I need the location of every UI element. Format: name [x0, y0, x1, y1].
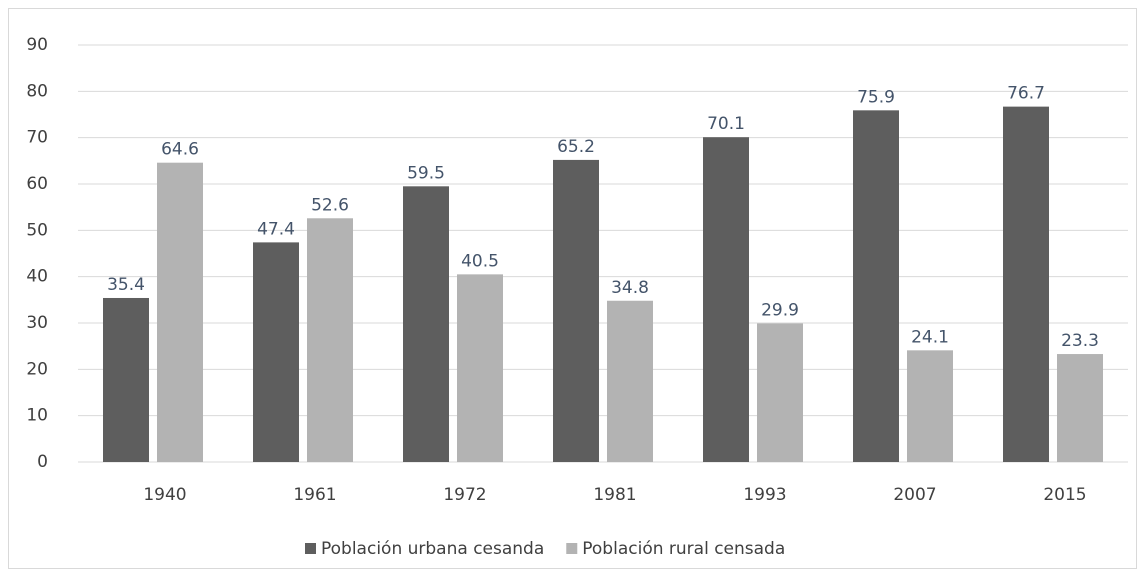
value-label: 47.4	[257, 219, 295, 239]
x-tick-label: 1972	[443, 485, 486, 505]
x-tick-label: 2015	[1043, 485, 1086, 505]
y-tick-label: 60	[26, 174, 48, 194]
y-tick-label: 50	[26, 220, 48, 240]
value-label: 52.6	[311, 195, 349, 215]
y-tick-label: 0	[37, 452, 48, 472]
value-label: 75.9	[857, 87, 895, 107]
value-label: 70.1	[707, 114, 745, 134]
bar	[457, 274, 503, 462]
x-tick-label: 1940	[143, 485, 186, 505]
bar	[403, 186, 449, 463]
legend-label: Población rural censada	[582, 539, 785, 559]
bar	[157, 162, 203, 463]
x-tick-label: 1993	[743, 485, 786, 505]
y-tick-label: 20	[26, 359, 48, 379]
bar	[853, 110, 899, 462]
y-tick-label: 80	[26, 81, 48, 101]
bar	[253, 242, 299, 462]
bar	[703, 137, 749, 462]
x-tick-label: 1981	[593, 485, 636, 505]
value-label: 59.5	[407, 163, 445, 183]
y-tick-label: 90	[26, 35, 48, 55]
value-label: 35.4	[107, 275, 145, 295]
bar	[103, 297, 149, 462]
bar	[757, 323, 803, 462]
legend-swatch	[566, 543, 578, 554]
bar	[553, 159, 599, 462]
bar	[907, 350, 953, 462]
value-label: 40.5	[461, 251, 499, 271]
bar	[607, 300, 653, 462]
value-label: 34.8	[611, 278, 649, 298]
bar	[1057, 354, 1103, 462]
value-label: 64.6	[161, 140, 199, 160]
y-tick-label: 30	[26, 313, 48, 333]
x-tick-label: 1961	[293, 485, 336, 505]
bar	[1003, 106, 1049, 462]
y-tick-label: 10	[26, 406, 48, 426]
legend-swatch	[305, 543, 316, 554]
x-tick-label: 2007	[893, 485, 936, 505]
value-label: 65.2	[557, 137, 595, 157]
y-tick-label: 70	[26, 128, 48, 148]
legend-label: Población urbana cesanda	[321, 539, 544, 559]
bar	[307, 218, 353, 462]
value-label: 24.1	[911, 327, 949, 347]
y-tick-label: 40	[26, 267, 48, 287]
value-label: 29.9	[761, 300, 799, 320]
value-label: 76.7	[1007, 84, 1045, 104]
value-label: 23.3	[1061, 331, 1099, 351]
